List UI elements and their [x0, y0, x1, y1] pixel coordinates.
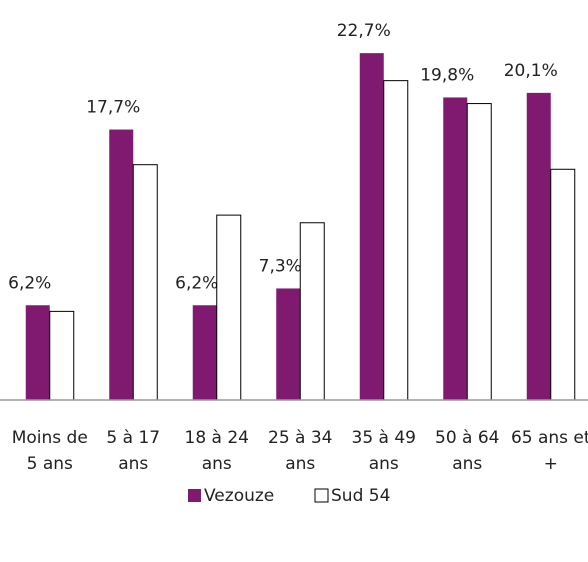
x-tick-label: 25 à 34 ans [268, 428, 333, 474]
legend-swatch [188, 489, 201, 502]
bar [466, 103, 492, 401]
data-label: 6,2% [175, 273, 218, 293]
bar [550, 168, 576, 401]
x-tick-label: 65 ans et + [510, 428, 588, 474]
bar [299, 222, 325, 401]
legend-swatch [314, 488, 329, 503]
data-label: 19,8% [420, 65, 474, 85]
x-tick-label: 50 à 64 ans [435, 428, 500, 474]
bar [276, 288, 301, 400]
x-tick-label: 18 à 24 ans [184, 428, 250, 474]
data-label: 20,1% [504, 61, 558, 81]
bar [132, 164, 158, 401]
bar [109, 129, 134, 400]
x-tick-label: 5 à 17 ans [106, 428, 161, 474]
x-tick-label: Moins de 5 ans [11, 428, 88, 474]
legend-label: Vezouze [204, 486, 274, 506]
bar [383, 80, 409, 401]
bar [216, 214, 242, 401]
bar [526, 92, 551, 400]
bar [192, 305, 217, 400]
bar [49, 310, 75, 401]
legend-label: Sud 54 [331, 486, 390, 506]
data-label: 7,3% [259, 256, 302, 276]
bar [359, 53, 384, 400]
bar [443, 97, 468, 401]
data-label: 17,7% [86, 98, 140, 118]
data-label: 22,7% [337, 21, 391, 41]
data-label: 6,2% [8, 273, 51, 293]
x-tick-label: 35 à 49 ans [351, 428, 417, 474]
bar [25, 305, 50, 400]
